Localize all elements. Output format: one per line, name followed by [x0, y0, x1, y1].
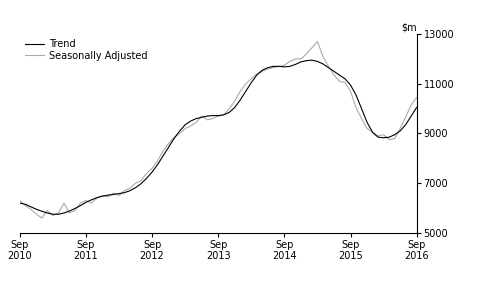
- Legend: Trend, Seasonally Adjusted: Trend, Seasonally Adjusted: [25, 39, 147, 61]
- Text: $m: $m: [401, 22, 417, 32]
